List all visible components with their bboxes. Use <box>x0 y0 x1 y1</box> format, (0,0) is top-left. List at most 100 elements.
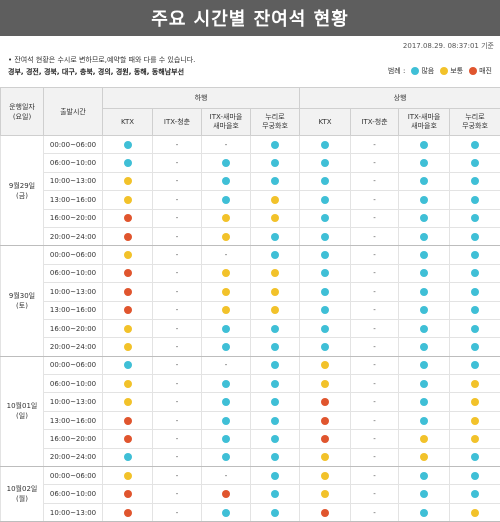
seat-status-many-icon <box>271 472 279 480</box>
date-cell: 10월01일 (일) <box>1 356 44 466</box>
seat-status-many-icon <box>471 141 479 149</box>
down-status-cell <box>103 411 153 429</box>
up-status-cell <box>300 209 351 227</box>
up-status-cell <box>300 283 351 301</box>
seat-status-many-icon <box>471 196 479 204</box>
seat-status-normal-icon <box>124 177 132 185</box>
seat-status-normal-icon <box>124 196 132 204</box>
seat-status-many-icon <box>420 177 428 185</box>
up-status-cell <box>450 283 500 301</box>
down-status-cell: - <box>153 154 202 172</box>
down-status-cell <box>202 154 251 172</box>
seat-status-normal-icon <box>471 398 479 406</box>
seat-status-many-icon <box>321 343 329 351</box>
down-status-cell: - <box>153 338 202 356</box>
down-status-cell <box>103 448 153 466</box>
not-available-dash: - <box>176 343 179 351</box>
seat-status-few-icon <box>124 214 132 222</box>
up-status-cell: - <box>351 338 399 356</box>
up-status-cell <box>399 264 450 282</box>
up-status-cell <box>300 264 351 282</box>
down-status-cell <box>202 503 251 521</box>
seat-status-many-icon <box>471 325 479 333</box>
seat-status-many-icon <box>471 343 479 351</box>
down-status-cell <box>251 246 300 264</box>
seat-status-many-icon <box>222 159 230 167</box>
up-status-cell <box>450 301 500 319</box>
down-status-cell <box>103 301 153 319</box>
not-available-dash: - <box>373 159 376 167</box>
down-status-cell: - <box>153 264 202 282</box>
down-status-cell <box>251 191 300 209</box>
time-cell: 06:00~10:00 <box>44 154 103 172</box>
up-status-cell <box>300 338 351 356</box>
time-cell: 00:00~06:00 <box>44 136 103 154</box>
seat-status-many-icon <box>321 306 329 314</box>
down-status-cell: - <box>153 467 202 485</box>
not-available-dash: - <box>176 380 179 388</box>
seat-status-many-icon <box>420 269 428 277</box>
up-status-cell: - <box>351 246 399 264</box>
table-row: 10:00~13:00-- <box>1 172 500 190</box>
seat-status-many-icon <box>420 472 428 480</box>
down-status-cell <box>202 209 251 227</box>
not-available-dash: - <box>176 214 179 222</box>
seat-status-many-icon <box>271 325 279 333</box>
down-status-cell <box>251 467 300 485</box>
down-status-cell <box>103 283 153 301</box>
up-status-cell <box>450 430 500 448</box>
up-status-cell <box>300 301 351 319</box>
seat-status-few-icon <box>124 435 132 443</box>
seat-status-many-icon <box>420 196 428 204</box>
seat-status-normal-icon <box>124 325 132 333</box>
up-status-cell: - <box>351 154 399 172</box>
seat-status-few-icon <box>321 509 329 517</box>
up-status-cell <box>399 136 450 154</box>
not-available-dash: - <box>176 361 179 369</box>
seat-status-many-icon <box>420 159 428 167</box>
seat-status-many-icon <box>321 269 329 277</box>
down-header: 하행 <box>103 88 300 109</box>
up-status-cell <box>399 448 450 466</box>
normal-dot-icon <box>440 67 448 75</box>
date-cell: 9월30일 (토) <box>1 246 44 356</box>
seat-status-many-icon <box>420 288 428 296</box>
down-status-cell: - <box>153 503 202 521</box>
up-status-cell: - <box>351 467 399 485</box>
seat-status-many-icon <box>271 251 279 259</box>
seat-status-many-icon <box>321 159 329 167</box>
seat-status-many-icon <box>471 177 479 185</box>
down-status-cell <box>202 319 251 337</box>
not-available-dash: - <box>176 141 179 149</box>
legend-item-few: 매진 <box>469 66 492 76</box>
up-header: 상행 <box>300 88 500 109</box>
seat-status-many-icon <box>471 159 479 167</box>
down-status-cell <box>202 301 251 319</box>
seat-status-normal-icon <box>471 509 479 517</box>
date-column-header: 운행일자 (요일) <box>1 88 44 136</box>
down-status-cell <box>202 172 251 190</box>
seat-status-normal-icon <box>271 196 279 204</box>
seat-status-many-icon <box>271 398 279 406</box>
up-status-cell: - <box>351 411 399 429</box>
down-status-cell <box>202 485 251 503</box>
time-cell: 13:00~16:00 <box>44 191 103 209</box>
down-status-cell: - <box>153 411 202 429</box>
down-status-cell <box>103 264 153 282</box>
down-train-header: 누리로 무궁화호 <box>251 109 300 136</box>
up-train-header: ITX-새마을 새마을호 <box>399 109 450 136</box>
up-status-cell <box>450 136 500 154</box>
notice-text: • 잔여석 현황은 수시로 변하므로,예약할 때와 다를 수 있습니다. <box>8 55 195 65</box>
down-status-cell: - <box>153 191 202 209</box>
table-row: 06:00~10:00-- <box>1 375 500 393</box>
up-status-cell: - <box>351 227 399 245</box>
up-status-cell <box>300 393 351 411</box>
up-status-cell <box>450 154 500 172</box>
not-available-dash: - <box>373 251 376 259</box>
down-status-cell: - <box>153 136 202 154</box>
up-status-cell <box>300 467 351 485</box>
seat-status-normal-icon <box>271 288 279 296</box>
seat-status-many-icon <box>420 509 428 517</box>
seat-status-many-icon <box>124 361 132 369</box>
legend-label-normal: 보통 <box>450 66 463 76</box>
